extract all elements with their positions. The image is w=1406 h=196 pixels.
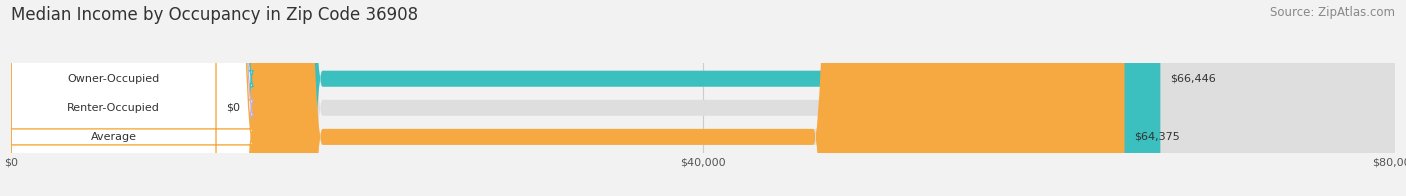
FancyBboxPatch shape bbox=[11, 0, 1395, 196]
FancyBboxPatch shape bbox=[11, 0, 42, 196]
FancyBboxPatch shape bbox=[0, 0, 253, 196]
Text: Source: ZipAtlas.com: Source: ZipAtlas.com bbox=[1270, 6, 1395, 19]
Text: Average: Average bbox=[90, 132, 136, 142]
Text: $66,446: $66,446 bbox=[1170, 74, 1216, 84]
FancyBboxPatch shape bbox=[11, 0, 1395, 196]
Text: Renter-Occupied: Renter-Occupied bbox=[67, 103, 160, 113]
Text: Median Income by Occupancy in Zip Code 36908: Median Income by Occupancy in Zip Code 3… bbox=[11, 6, 419, 24]
FancyBboxPatch shape bbox=[11, 0, 1160, 196]
FancyBboxPatch shape bbox=[0, 0, 253, 196]
Text: $64,375: $64,375 bbox=[1135, 132, 1180, 142]
Text: Owner-Occupied: Owner-Occupied bbox=[67, 74, 160, 84]
FancyBboxPatch shape bbox=[11, 0, 1125, 196]
FancyBboxPatch shape bbox=[11, 0, 1395, 196]
FancyBboxPatch shape bbox=[0, 0, 253, 196]
Text: $0: $0 bbox=[226, 103, 239, 113]
